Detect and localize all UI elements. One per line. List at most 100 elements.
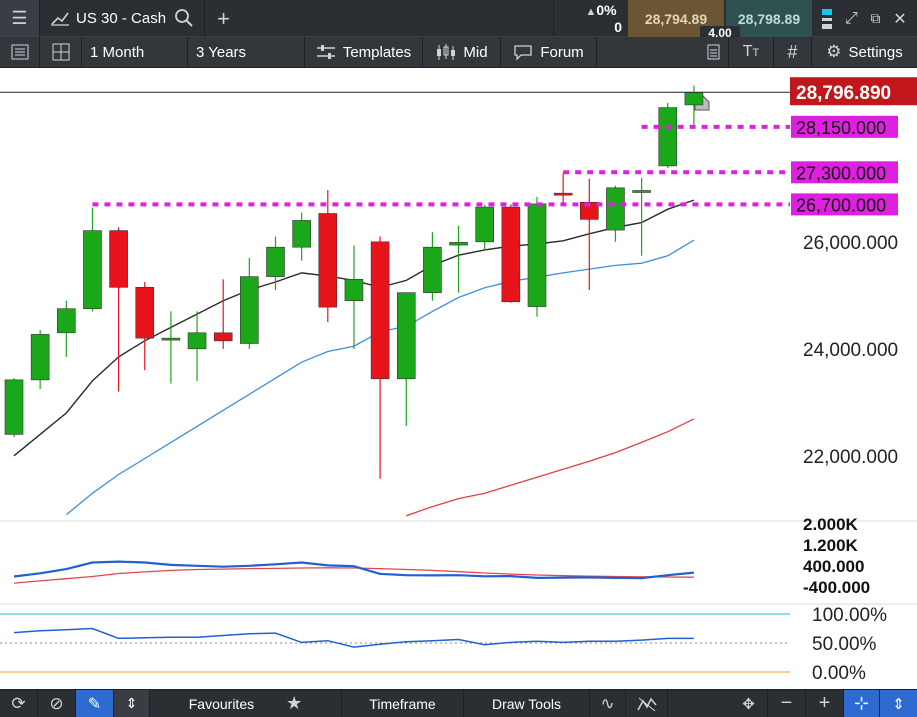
layout-button[interactable] <box>40 37 82 67</box>
oscillator-tick-label: -400.000 <box>803 578 870 597</box>
level-label: 26,700.000 <box>796 195 886 215</box>
level-label: 27,300.000 <box>796 163 886 183</box>
candles-icon <box>437 44 456 60</box>
menu-button[interactable]: ☰ <box>0 0 40 36</box>
percent-tick-label: 50.00% <box>812 634 877 655</box>
spread-value: 4.00 <box>700 26 740 40</box>
toolbar-spacer <box>597 37 697 67</box>
forum-button[interactable]: Forum <box>501 37 597 67</box>
pan-button[interactable]: ✥ <box>730 690 768 717</box>
candle-body <box>292 220 311 248</box>
layout-icon <box>52 43 69 61</box>
change-percent: 0% <box>596 1 617 18</box>
ma-red-line <box>406 418 695 517</box>
move-icon: ✥ <box>742 695 755 713</box>
candle-body <box>83 230 102 310</box>
last-price-label: 28,796.890 <box>796 83 891 104</box>
list-button[interactable] <box>0 37 40 67</box>
y-tick-label: 22,000.000 <box>803 447 898 468</box>
buy-price[interactable]: 28,798.89 <box>726 0 812 37</box>
document-icon <box>707 44 719 60</box>
reset-button[interactable]: ⟳ <box>0 690 38 717</box>
percent-tick-label: 100.00% <box>812 605 887 626</box>
hamburger-icon: ☰ <box>11 7 28 28</box>
favourites-label: Favourites <box>188 695 255 712</box>
candle-body <box>606 187 625 231</box>
scroll-button[interactable]: ⇕ <box>114 690 150 717</box>
bottom-spacer <box>668 690 730 717</box>
vertical-fit-icon: ⇕ <box>892 695 905 713</box>
studies-button[interactable] <box>626 690 668 717</box>
candle-body <box>161 337 181 341</box>
price-chart[interactable]: 22,000.000 24,000.000 26,000.000 28,150.000… <box>0 68 917 689</box>
candle-body <box>187 332 207 350</box>
close-icon[interactable]: ✕ <box>893 10 907 28</box>
zigzag-icon <box>636 697 657 711</box>
settings-label: Settings <box>848 43 903 61</box>
list-icon <box>11 44 28 60</box>
fit-button[interactable]: ⇕ <box>880 690 917 717</box>
y-tick-label: 24,000.000 <box>803 340 898 361</box>
chart-toolbar: 1 Month 3 Years Templates Mid Forum TT #… <box>0 37 917 68</box>
templates-button[interactable]: Templates <box>305 37 423 67</box>
add-symbol-icon[interactable]: + <box>204 0 242 37</box>
crosshair-button[interactable]: ⊹ <box>844 690 880 717</box>
percent-tick-label: 0.00% <box>812 663 866 684</box>
price-type-button[interactable]: Mid <box>423 37 501 67</box>
bottom-bar: ⟳ ⊘ ✎ ⇕ Favourites ★ Timeframe Draw Tool… <box>0 689 917 717</box>
candle-body <box>109 230 128 288</box>
candle-body <box>344 278 364 301</box>
zoom-out-button[interactable]: − <box>768 690 806 717</box>
pencil-icon: ✎ <box>87 695 102 713</box>
level-label: 28,150.000 <box>796 118 886 138</box>
candle-body <box>501 206 521 303</box>
doc-button[interactable] <box>697 37 729 67</box>
candle-body <box>213 332 233 342</box>
search-icon[interactable] <box>174 8 194 28</box>
favourites-button[interactable]: Favourites ★ <box>150 690 342 717</box>
signal-icon <box>822 8 833 29</box>
percent-line <box>13 627 694 648</box>
level-label-bg <box>791 161 898 184</box>
price-type-label: Mid <box>463 43 488 61</box>
candle-body <box>527 203 547 307</box>
candle-body <box>553 192 573 196</box>
chart-line-icon <box>51 12 69 26</box>
candle-body <box>423 246 442 293</box>
candle-body <box>684 92 704 106</box>
change-box: ▲0% 0 <box>576 0 626 37</box>
range-select[interactable]: 3 Years <box>188 37 305 67</box>
candle-body <box>240 276 259 344</box>
oscillator-line <box>13 560 695 580</box>
candle-body <box>449 242 468 246</box>
text-size-button[interactable]: TT <box>729 37 774 67</box>
timeframe-button[interactable]: Timeframe <box>342 690 464 717</box>
draw-button[interactable]: ✎ <box>76 690 114 717</box>
popout-icon[interactable]: ⧉ <box>870 10 881 26</box>
grid-button[interactable]: # <box>774 37 812 67</box>
minus-icon: − <box>780 692 793 714</box>
zoom-in-button[interactable]: + <box>806 690 844 717</box>
forum-label: Forum <box>540 43 584 61</box>
oscillator-tick-label: 400.000 <box>803 557 864 576</box>
candle-body <box>4 379 24 435</box>
candle-body <box>318 213 338 308</box>
crosshair-icon: ⊹ <box>853 693 870 713</box>
period-select[interactable]: 1 Month <box>82 37 188 67</box>
oscillator-signal-line <box>13 567 694 584</box>
clear-button[interactable]: ⊘ <box>38 690 76 717</box>
candle-body <box>658 107 678 167</box>
candle-body <box>475 206 495 243</box>
indicator-button[interactable]: ∿ <box>590 690 626 717</box>
star-icon: ★ <box>286 693 303 713</box>
symbol-box[interactable]: US 30 - Cash + <box>40 0 554 37</box>
settings-button[interactable]: ⚙ Settings <box>812 37 917 67</box>
expand-icon[interactable]: ⤢ <box>845 9 858 27</box>
chat-icon <box>514 45 532 60</box>
draw-tools-button[interactable]: Draw Tools <box>464 690 590 717</box>
candle-body <box>135 287 155 339</box>
candle-body <box>396 292 416 380</box>
refresh-icon: ⟳ <box>11 693 26 713</box>
candle-body <box>30 334 50 381</box>
top-bar: ☰ US 30 - Cash + ▲0% 0 28,794.89 28,798.… <box>0 0 917 40</box>
